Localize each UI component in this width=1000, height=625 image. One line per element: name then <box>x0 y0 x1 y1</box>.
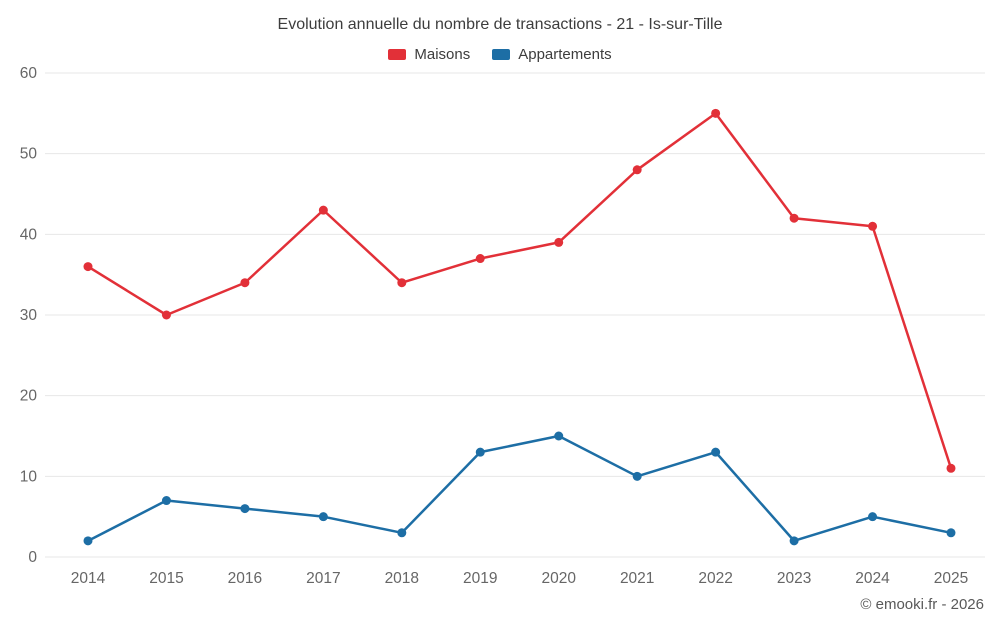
data-point-maisons[interactable] <box>161 310 171 320</box>
data-point-appartements[interactable] <box>632 471 642 481</box>
y-axis-tick-label: 0 <box>28 549 37 566</box>
data-point-maisons[interactable] <box>632 165 642 175</box>
data-point-maisons[interactable] <box>318 205 328 215</box>
data-point-maisons[interactable] <box>554 237 564 247</box>
data-point-maisons[interactable] <box>789 213 799 223</box>
x-axis-tick-label: 2016 <box>228 570 262 587</box>
x-axis-tick-label: 2020 <box>541 570 576 587</box>
x-axis-tick-label: 2018 <box>385 570 419 587</box>
x-axis-tick-label: 2015 <box>149 570 183 587</box>
data-point-maisons[interactable] <box>475 254 485 264</box>
data-point-appartements[interactable] <box>318 512 328 522</box>
data-point-appartements[interactable] <box>475 447 485 457</box>
data-point-maisons[interactable] <box>240 278 250 288</box>
data-point-maisons[interactable] <box>397 278 407 288</box>
y-axis-tick-label: 50 <box>20 146 38 163</box>
data-point-maisons[interactable] <box>83 262 93 272</box>
x-axis-tick-label: 2023 <box>777 570 811 587</box>
legend-item-maisons[interactable]: Maisons <box>388 46 470 63</box>
y-axis-tick-label: 40 <box>20 226 38 243</box>
x-axis-tick-label: 2017 <box>306 570 340 587</box>
data-point-appartements[interactable] <box>161 496 171 506</box>
data-point-appartements[interactable] <box>240 504 250 514</box>
data-point-appartements[interactable] <box>711 447 721 457</box>
data-point-appartements[interactable] <box>397 528 407 538</box>
chart-title: Evolution annuelle du nombre de transact… <box>277 16 723 33</box>
data-point-appartements[interactable] <box>789 536 799 546</box>
y-axis-tick-label: 10 <box>20 468 38 485</box>
legend-item-appartements[interactable]: Appartements <box>492 46 612 63</box>
x-axis-tick-label: 2014 <box>71 570 106 587</box>
series-line-maisons <box>86 112 953 470</box>
x-axis-tick-label: 2022 <box>698 570 732 587</box>
legend-swatch <box>388 49 407 60</box>
y-axis-tick-label: 30 <box>20 307 38 324</box>
data-point-maisons[interactable] <box>946 463 956 473</box>
data-point-maisons[interactable] <box>711 108 721 118</box>
legend-swatch <box>492 49 511 60</box>
data-point-appartements[interactable] <box>946 528 956 538</box>
x-axis-tick-label: 2024 <box>855 570 890 587</box>
y-axis-tick-label: 20 <box>20 388 38 405</box>
data-point-maisons[interactable] <box>868 221 878 231</box>
legend-label: Maisons <box>414 46 471 63</box>
x-axis-tick-label: 2025 <box>934 570 968 587</box>
y-axis-tick-label: 60 <box>20 65 38 82</box>
data-point-appartements[interactable] <box>83 536 93 546</box>
chart-legend: Maisons Appartements <box>0 46 1000 63</box>
data-point-appartements[interactable] <box>554 431 564 441</box>
series-line-appartements <box>86 434 953 543</box>
x-axis-tick-label: 2021 <box>620 570 654 587</box>
copyright-credit: © emooki.fr - 2026 <box>860 596 984 613</box>
x-axis-tick-label: 2019 <box>463 570 497 587</box>
data-point-appartements[interactable] <box>868 512 878 522</box>
legend-label: Appartements <box>518 46 612 63</box>
